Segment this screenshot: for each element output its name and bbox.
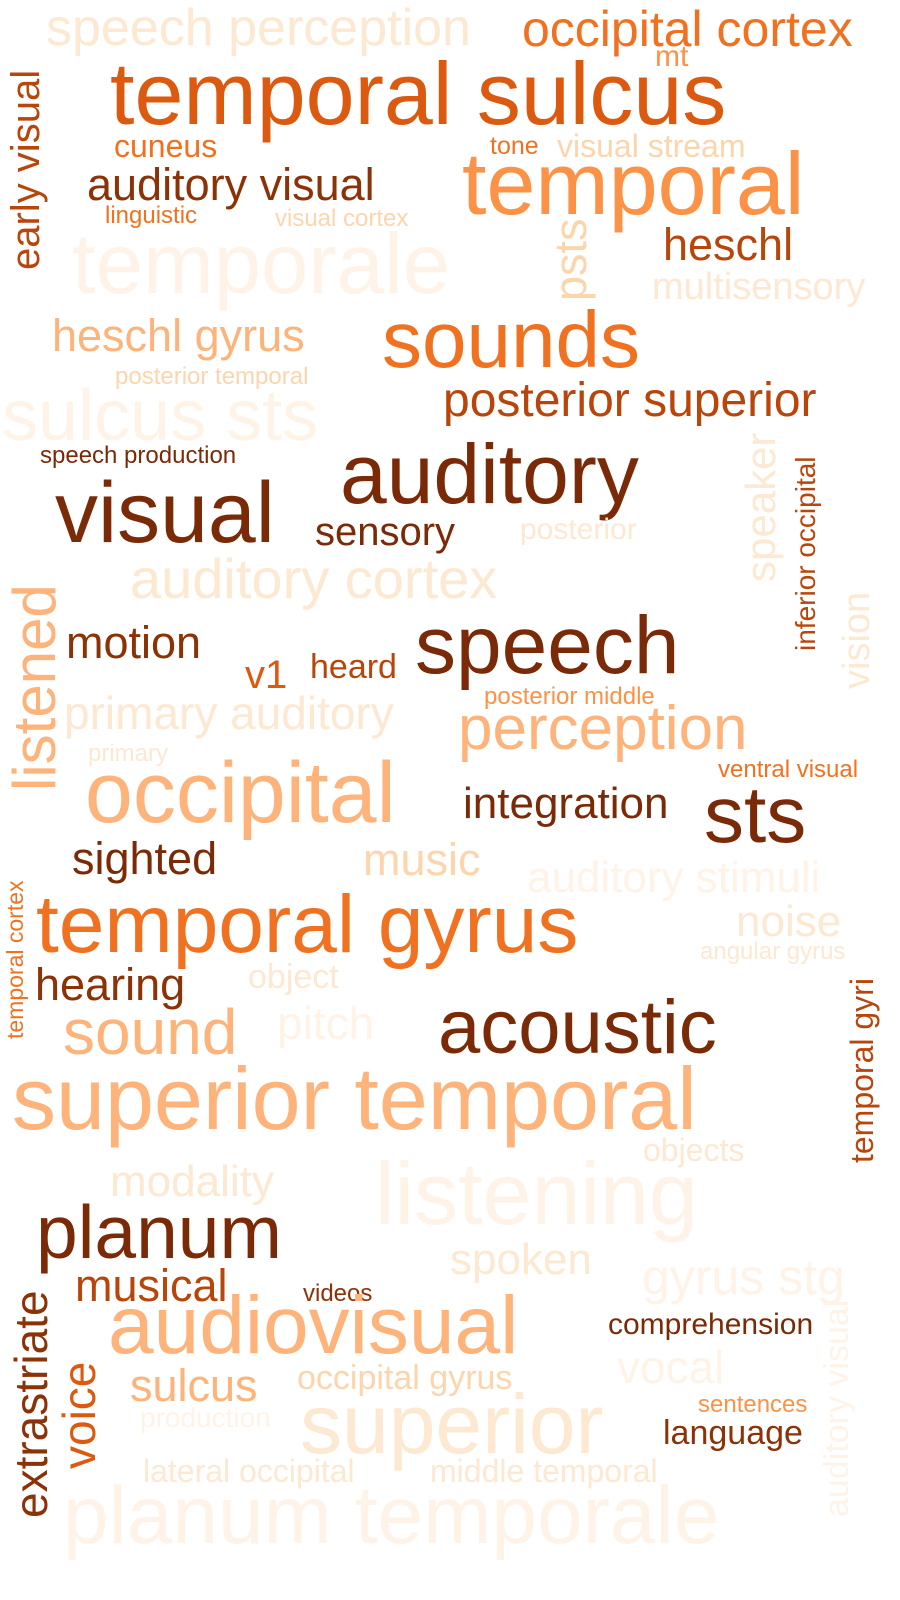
word-speaker: speaker: [737, 433, 784, 583]
word-acoustic: acoustic: [438, 985, 717, 1070]
word-sts: sts: [704, 770, 807, 859]
word-speech-perception: speech perception: [46, 0, 471, 57]
word-psts: psts: [545, 218, 596, 301]
word-pitch: pitch: [277, 997, 375, 1049]
word-sounds: sounds: [382, 295, 640, 384]
word-integration: integration: [463, 779, 669, 828]
word-vision: vision: [836, 592, 878, 690]
word-auditory-visual: auditory visual: [87, 159, 375, 210]
word-early-visual: early visual: [4, 70, 48, 271]
word-planum-temporale: planum temporale: [63, 1470, 720, 1561]
word-posterior-middle: posterior middle: [484, 683, 655, 710]
word-sulcus-sts: sulcus sts: [2, 376, 319, 456]
word-heschl: heschl: [663, 219, 794, 270]
word-mt: mt: [655, 40, 689, 73]
word-posterior: posterior: [520, 513, 637, 546]
word-gyrus-stg: gyrus stg: [642, 1249, 845, 1305]
word-v1: v1: [245, 653, 288, 697]
word-musical: musical: [75, 1260, 228, 1311]
word-sensory: sensory: [315, 510, 456, 554]
word-comprehension: comprehension: [608, 1308, 814, 1341]
word-noise: noise: [736, 897, 842, 946]
word-temporal-cortex: temporal cortex: [2, 880, 28, 1039]
word-superior: superior: [300, 1377, 604, 1471]
word-perception: perception: [458, 694, 748, 763]
word-temporal-gyrus: temporal gyrus: [36, 879, 579, 970]
word-modality: modality: [110, 1157, 274, 1206]
word-listened: listened: [1, 584, 68, 791]
word-occipital-gyrus: occipital gyrus: [297, 1359, 513, 1397]
word-auditory-stimuli: auditory stimuli: [527, 853, 821, 902]
word-extrastriate: extrastriate: [5, 1290, 57, 1518]
word-inferior-occipital: inferior occipital: [790, 456, 821, 651]
word-temporal: temporal: [462, 134, 805, 233]
word-temporale: temporale: [72, 217, 450, 312]
word-speech-production: speech production: [40, 442, 237, 469]
word-temporal-sulcus: temporal sulcus: [110, 44, 727, 143]
word-cuneus: cuneus: [114, 128, 218, 164]
word-audiovisual: audiovisual: [108, 1280, 519, 1371]
word-spoken: spoken: [450, 1235, 592, 1284]
word-auditory-visual-v: auditory visual: [818, 1300, 856, 1518]
word-production: production: [140, 1402, 271, 1433]
word-primary-auditory: primary auditory: [64, 687, 394, 739]
word-voice: voice: [53, 1362, 105, 1470]
word-linguistic: linguistic: [105, 202, 198, 229]
word-planum: planum: [36, 1190, 282, 1274]
word-visual-cortex: visual cortex: [275, 205, 409, 232]
word-auditory: auditory: [340, 427, 639, 521]
word-vocal: vocal: [617, 1341, 725, 1393]
word-motion: motion: [66, 617, 202, 668]
word-lateral-occipital: lateral occipital: [143, 1453, 355, 1489]
word-auditory-cortex: auditory cortex: [130, 547, 498, 610]
word-videos: videos: [303, 1280, 373, 1307]
word-tone: tone: [490, 132, 539, 160]
word-occipital-cortex: occipital cortex: [522, 1, 853, 57]
word-hearing: hearing: [35, 959, 186, 1010]
word-language: language: [663, 1414, 803, 1452]
word-sighted: sighted: [72, 833, 218, 884]
word-music: music: [363, 834, 481, 885]
word-ventral-visual: ventral visual: [718, 756, 859, 783]
word-listening: listening: [375, 1144, 698, 1243]
word-temporal-gyri: temporal gyri: [844, 978, 880, 1163]
word-visual-stream: visual stream: [557, 128, 746, 164]
word-occipital: occipital: [85, 745, 396, 841]
word-objects: objects: [643, 1132, 745, 1168]
word-sulcus: sulcus: [130, 1360, 258, 1411]
word-heard: heard: [310, 648, 397, 686]
word-object: object: [248, 958, 339, 996]
word-posterior-temporal: posterior temporal: [115, 363, 309, 390]
word-sound: sound: [63, 996, 238, 1068]
word-posterior-superior: posterior superior: [443, 374, 817, 427]
word-primary: primary: [88, 740, 169, 767]
word-multisensory: multisensory: [652, 266, 866, 308]
word-visual: visual: [55, 465, 275, 561]
word-middle-temporal: middle temporal: [430, 1453, 658, 1489]
word-speech: speech: [415, 600, 680, 691]
word-sentences: sentences: [698, 1391, 808, 1418]
word-angular-gyrus: angular gyrus: [700, 938, 846, 965]
word-heschl-gyrus: heschl gyrus: [52, 310, 305, 361]
word-superior-temporal: superior temporal: [12, 1049, 697, 1148]
